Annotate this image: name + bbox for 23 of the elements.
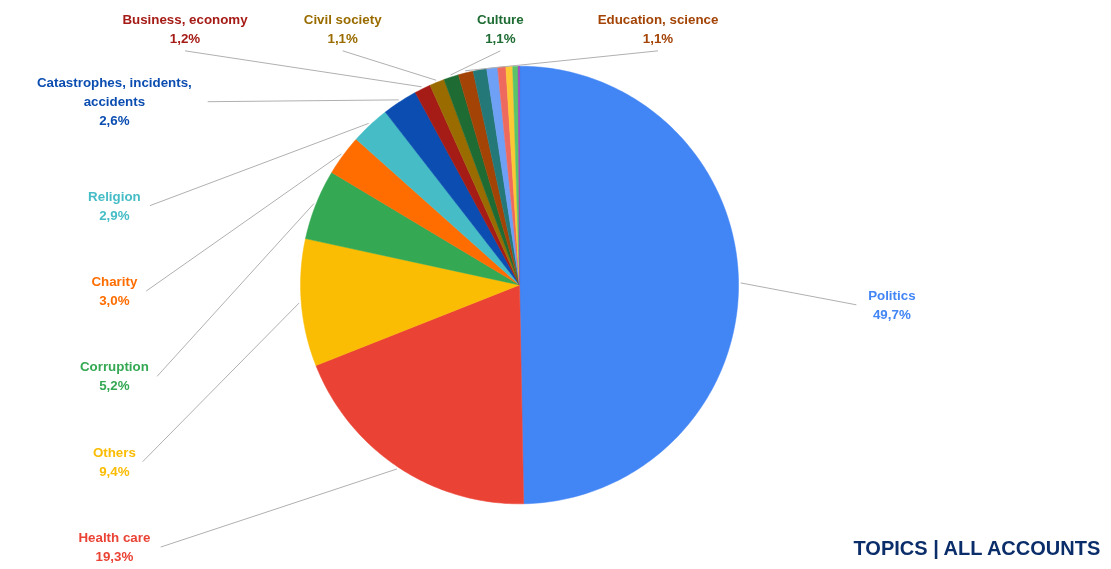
slice-label: Charity <box>91 274 138 290</box>
slice-label: Health care <box>78 530 151 546</box>
slice-label: Politics <box>868 287 916 303</box>
slice-label: Catastrophes, incidents, accidents <box>36 75 192 110</box>
data-label: 1,1% <box>642 30 674 46</box>
data-label: 2,6% <box>99 112 130 128</box>
data-label: 1,2% <box>169 30 201 46</box>
slice-label: Business, economy <box>122 12 249 28</box>
data-label: 9,4% <box>99 463 130 479</box>
slice-label: Culture <box>477 12 524 28</box>
data-label: 1,1% <box>327 30 358 46</box>
text: TOPICS | ALL ACCOUNTS <box>853 536 1101 559</box>
slice-label: Civil society <box>303 12 383 28</box>
slice-label: Corruption <box>79 359 149 375</box>
data-label: 2,9% <box>99 207 130 223</box>
data-label: 1,1% <box>485 30 516 46</box>
slice-label: Education, science <box>597 12 719 28</box>
data-label: 49,7% <box>872 306 911 322</box>
data-label: 19,3% <box>95 548 134 564</box>
slice-label: Religion <box>88 188 141 204</box>
data-label: 5,2% <box>99 378 130 394</box>
data-label: 3,0% <box>99 292 130 308</box>
slice-label: Others <box>92 444 136 460</box>
